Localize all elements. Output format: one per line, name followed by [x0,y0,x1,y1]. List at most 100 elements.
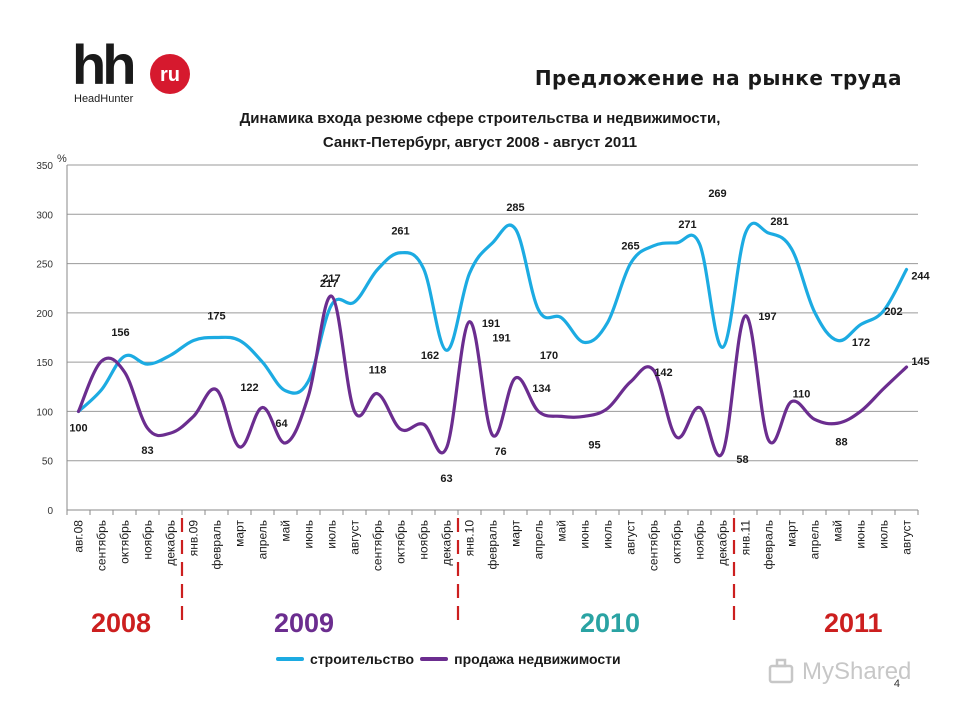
data-label-construction: 271 [678,219,696,231]
data-label-construction: 269 [708,188,726,200]
data-label-extra: 217 [320,278,338,290]
year-label-2010: 2010 [580,608,641,638]
x-tick-label: июнь [578,520,592,549]
y-tick-label: 300 [36,210,53,221]
x-tick-label: май [831,520,845,542]
x-tick-label: авг.08 [72,520,86,553]
data-label-extra: 172 [852,337,870,349]
legend-swatch-construction [276,657,304,661]
x-tick-label: февраль [762,520,776,570]
x-tick-label: июнь [854,520,868,549]
x-tick-label: ноябрь [141,520,155,560]
x-tick-label: апрель [256,520,270,559]
y-tick-label: 200 [36,309,53,320]
data-label-real-estate: 145 [911,356,929,368]
y-tick-label: 0 [47,506,53,517]
data-label-construction: 285 [506,202,524,214]
x-tick-label: август [900,520,914,555]
data-label-real-estate: 95 [588,439,600,451]
x-tick-label: июль [877,520,891,549]
y-tick-label: 100 [36,407,53,418]
x-tick-label: июль [601,520,615,549]
x-tick-label: октябрь [670,520,684,564]
logo-badge-text: ru [160,64,180,86]
data-label-construction: 100 [69,422,87,434]
x-tick-label: ноябрь [417,520,431,560]
series-line-real-estate [76,294,909,458]
x-tick-label: сентябрь [95,520,109,571]
page-number: 4 [893,678,900,690]
data-label-construction: 175 [207,311,225,323]
data-label-real-estate: 76 [494,446,506,458]
data-label-real-estate: 142 [654,367,672,379]
x-tick-label: октябрь [118,520,132,564]
chart-legend: строительство продажа недвижимости [276,648,627,670]
watermark: MyShared [768,656,918,688]
logo-sub-text: HeadHunter [74,93,134,105]
x-tick-label: ноябрь [693,520,707,560]
data-label-real-estate: 58 [736,454,748,466]
data-label-real-estate: 122 [240,382,258,394]
chart-title-line2: Санкт-Петербург, август 2008 - август 20… [322,134,638,151]
data-label-real-estate: 64 [275,418,288,430]
watermark-text: MyShared [802,658,912,685]
data-label-extra: 162 [421,350,439,362]
x-tick-label: декабрь [164,520,178,566]
data-label-real-estate: 197 [758,311,776,323]
y-axis-label: % [57,153,67,165]
legend-swatch-real-estate [420,657,449,661]
data-label-real-estate: 191 [492,333,510,345]
x-tick-label: май [279,520,293,542]
x-tick-label: март [509,520,523,547]
data-label-construction: 265 [621,241,639,253]
x-tick-label: декабрь [440,520,454,566]
x-tick-label: янв.10 [463,520,477,557]
x-tick-label: февраль [210,520,224,570]
data-label-real-estate: 110 [793,389,811,401]
data-label-real-estate: 217 [322,273,340,285]
y-tick-label: 50 [42,457,54,468]
x-tick-label: август [624,520,638,555]
watermark-icon [768,658,794,684]
data-label-extra: 191 [482,318,500,330]
data-label-construction: 261 [391,226,409,238]
x-tick-label: июль [325,520,339,549]
y-tick-label: 150 [36,358,53,369]
slide-title: Предложение на рынке труда [534,66,902,90]
logo-badge-circle [150,54,190,94]
data-label-construction: 244 [911,270,930,282]
chart-title-line1: Динамика входа резюме сфере строительств… [239,110,721,127]
headhunter-logo: hh ru HeadHunter [72,33,192,108]
data-label-construction: 202 [884,306,902,318]
x-tick-label: апрель [532,520,546,559]
x-tick-label: сентябрь [647,520,661,571]
x-tick-label: октябрь [394,520,408,564]
x-tick-label: сентябрь [371,520,385,571]
x-tick-label: декабрь [716,520,730,566]
x-tick-label: янв.11 [739,520,753,556]
x-tick-label: янв.09 [187,520,201,557]
data-label-real-estate: 83 [141,445,153,457]
data-label-real-estate: 134 [532,383,551,395]
y-tick-label: 350 [36,161,53,172]
legend-item-construction: строительство [276,651,414,667]
x-tick-label: июнь [302,520,316,549]
x-tick-label: август [348,520,362,555]
x-tick-label: февраль [486,520,500,570]
data-label-construction: 156 [111,327,129,339]
data-label-real-estate: 88 [835,436,847,448]
x-tick-label: май [555,520,569,542]
legend-item-real-estate: продажа недвижимости [420,651,621,667]
year-label-2011: 2011 [824,608,883,638]
legend-label-real-estate: продажа недвижимости [454,651,621,667]
x-tick-label: апрель [808,520,822,559]
x-tick-label: март [785,520,799,547]
data-label-extra: 170 [540,350,558,362]
x-tick-label: март [233,520,247,547]
series-line-construction [76,221,909,414]
data-label-real-estate: 118 [369,365,387,377]
year-label-2009: 2009 [274,608,335,638]
legend-label-construction: строительство [310,651,415,667]
data-label-construction: 281 [770,216,788,228]
